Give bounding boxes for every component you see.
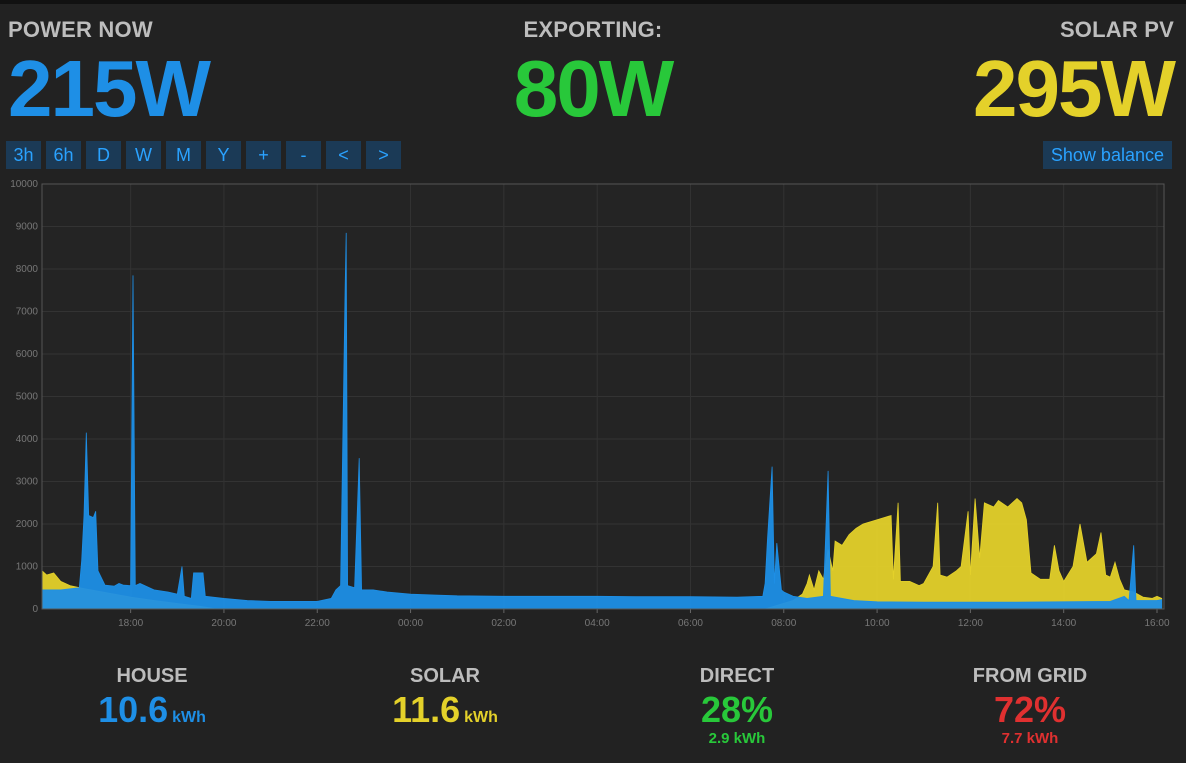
direct-summary-kwh: 2.9 kWh (708, 730, 766, 747)
exporting-label: EXPORTING: (523, 17, 663, 42)
range-year-button[interactable]: Y (206, 141, 241, 169)
house-summary-value: 10.6 (98, 689, 169, 730)
grid-summary: FROM GRID 72% 7.7 kWh (910, 665, 1150, 747)
power-now-label: POWER NOW (8, 17, 153, 42)
x-tick-label: 20:00 (211, 618, 236, 629)
pan-left-button[interactable]: < (326, 141, 361, 169)
solar-summary-unit: kWh (464, 709, 498, 726)
y-tick-label: 1000 (16, 562, 39, 573)
x-tick-label: 22:00 (305, 618, 330, 629)
range-week-button[interactable]: W (126, 141, 161, 169)
house-area-series (41, 232, 1163, 610)
solar-summary-value-row: 11.6 kWh (325, 688, 565, 740)
x-tick-label: 16:00 (1144, 618, 1169, 629)
top-border (0, 0, 1186, 4)
y-tick-label: 8000 (16, 264, 39, 275)
x-tick-label: 04:00 (585, 618, 610, 629)
x-tick-label: 06:00 (678, 618, 703, 629)
solar-summary-value: 11.6 (392, 689, 461, 730)
time-range-toolbar: 3h 6h D W M Y + - < > (6, 141, 401, 169)
solar-summary: SOLAR 11.6 kWh (325, 665, 565, 740)
power-chart[interactable]: 0 1000 2000 3000 4000 5000 6000 7000 8000 9000 100… (0, 175, 1186, 640)
range-6h-button[interactable]: 6h (46, 141, 81, 169)
grid-summary-kwh: 7.7 kWh (1001, 730, 1059, 747)
range-day-button[interactable]: D (86, 141, 121, 169)
y-tick-label: 4000 (16, 434, 39, 445)
show-balance-button[interactable]: Show balance (1042, 141, 1172, 169)
zoom-in-button[interactable]: + (246, 141, 281, 169)
y-tick-label: 6000 (16, 349, 39, 360)
y-tick-label: 5000 (16, 392, 39, 403)
house-summary: HOUSE 10.6 kWh (32, 665, 272, 740)
exporting-value: 80W (513, 44, 675, 133)
y-tick-label: 9000 (16, 222, 39, 233)
y-tick-label: 10000 (10, 179, 38, 190)
direct-summary-label: DIRECT (699, 665, 775, 687)
x-tick-label: 10:00 (865, 618, 890, 629)
plot-frame (41, 183, 1165, 610)
range-month-button[interactable]: M (166, 141, 201, 169)
direct-summary-value: 28% (700, 689, 774, 730)
grid-summary-label: FROM GRID (972, 665, 1088, 687)
y-tick-label: 7000 (16, 307, 39, 318)
x-tick-label: 14:00 (1051, 618, 1076, 629)
solar-summary-label: SOLAR (410, 665, 480, 687)
y-tick-label: 0 (32, 604, 38, 615)
zoom-out-button[interactable]: - (286, 141, 321, 169)
x-tick-label: 08:00 (771, 618, 796, 629)
y-tick-label: 2000 (16, 519, 39, 530)
direct-summary: DIRECT 28% 2.9 kWh (617, 665, 857, 747)
grid-summary-value: 72% (993, 689, 1067, 730)
range-3h-button[interactable]: 3h (6, 141, 41, 169)
house-summary-value-row: 10.6 kWh (32, 688, 272, 740)
x-tick-label: 12:00 (958, 618, 983, 629)
house-summary-unit: kWh (172, 709, 206, 726)
pan-right-button[interactable]: > (366, 141, 401, 169)
solar-pv-label: SOLAR PV (1059, 17, 1174, 42)
house-summary-label: HOUSE (116, 665, 188, 687)
solar-pv-value: 295W (973, 44, 1176, 133)
power-now-value: 215W (8, 44, 211, 133)
y-tick-label: 3000 (16, 477, 39, 488)
x-tick-label: 02:00 (491, 618, 516, 629)
x-tick-label: 18:00 (118, 618, 143, 629)
x-tick-label: 00:00 (398, 618, 423, 629)
